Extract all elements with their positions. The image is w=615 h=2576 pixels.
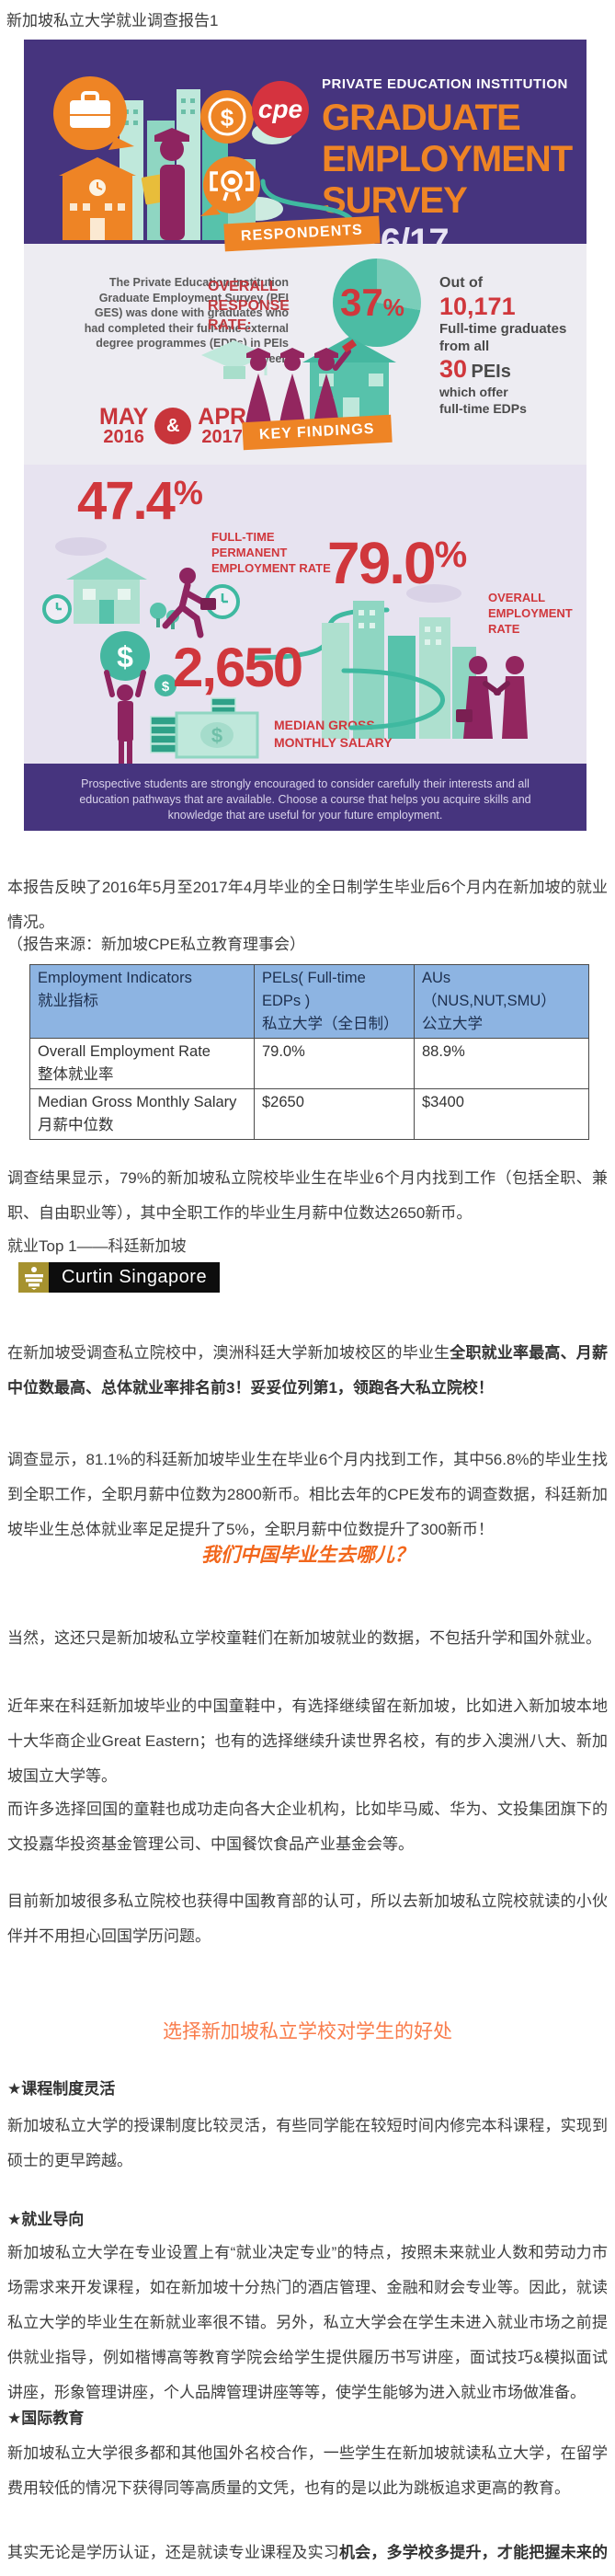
source-note: （报告来源：新加坡CPE私立教育理事会） — [7, 936, 305, 953]
survey-description: The Private Education Institution Gradua… — [84, 276, 289, 365]
commuter-illustration — [42, 537, 240, 638]
city-graduate-illustration: $ — [53, 76, 292, 240]
table-row: Overall Employment Rate 整体就业率 79.0% 88.9% — [29, 1038, 589, 1089]
benefit3-title: ★国际教育 — [7, 2409, 85, 2427]
survey-result-paragraph: 调查结果显示，79%的新加坡私立院校毕业生在毕业6个月内找到工作（包括全职、兼职… — [7, 1169, 608, 1222]
dollar-coin-icon: $ — [200, 90, 254, 144]
response-rate-pie — [333, 259, 421, 347]
median-salary-value: 2,650 — [173, 637, 303, 698]
domestic-only-paragraph: 当然，这还只是新加坡私立学校童鞋们在新加坡就业的数据，不包括升学和国外就业。 — [7, 1629, 601, 1647]
indicator-cell: Overall Employment Rate 整体就业率 — [29, 1038, 255, 1089]
squiggle-connector — [341, 668, 445, 730]
ges-infographic-image[interactable]: $ cpe PRIVATE EDUCATION INSTITUTION GRAD… — [24, 40, 587, 831]
svg-text:$: $ — [117, 640, 133, 673]
svg-text:$: $ — [211, 724, 222, 747]
benefit2-title: ★就业导向 — [7, 2211, 85, 2228]
benefit2-body: 新加坡私立大学在专业设置上有“就业决定专业”的特点，按照未来就业人数和劳动力市场… — [7, 2244, 608, 2401]
value-cell: $2650 — [254, 1088, 415, 1140]
salary-illustration: $ $ $ — [100, 631, 259, 765]
fulltime-permanent-rate: 47.4% — [77, 471, 203, 531]
briefcase-icon — [53, 76, 134, 150]
header-cell: Employment Indicators 就业指标 — [29, 964, 255, 1039]
clock-icon — [42, 594, 72, 624]
table-row: Median Gross Monthly Salary 月薪中位数 $2650 $… — [29, 1088, 589, 1140]
graduate-figures — [245, 339, 358, 431]
ampersand-badge: & — [154, 408, 192, 444]
infographic-header: $ cpe PRIVATE EDUCATION INSTITUTION GRAD… — [24, 40, 587, 262]
curtin-stats-paragraph: 调查显示，81.1%的科廷新加坡毕业生在毕业6个月内找到工作，其中56.8%的毕… — [7, 1451, 608, 1538]
recognition-paragraph: 目前新加坡很多私立院校也获得中国教育部的认可，所以去新加坡私立院校就读的小伙伴并… — [7, 1892, 608, 1945]
survey-period: MAY 2016 & APR 2017 — [99, 404, 247, 447]
school-icon — [59, 157, 136, 240]
certificate-icon — [200, 156, 260, 216]
page-title: 新加坡私立大学就业调查报告1 — [6, 12, 219, 29]
value-cell: 79.0% — [254, 1038, 415, 1089]
handshake-figures — [456, 656, 528, 739]
table-header-row: Employment Indicators 就业指标 PELs( Full-tim… — [29, 964, 589, 1039]
overall-employment-rate: 79.0% — [327, 530, 468, 596]
infographic-footer — [24, 764, 587, 831]
house-icon — [66, 558, 147, 624]
infographic-title-line2: EMPLOYMENT — [322, 139, 573, 179]
overall-response-label: OVERALL RESPONSE RATE: — [208, 279, 290, 333]
curtin-highlight-paragraph: 在新加坡受调查私立院校中，澳洲科廷大学新加坡校区的毕业生全职就业率最高、月薪中位… — [7, 1344, 608, 1397]
svg-text:$: $ — [162, 679, 170, 695]
stay-paragraph: 近年来在科廷新加坡毕业的中国童鞋中，有选择继续留在新加坡，比如进入新加坡本地十大… — [7, 1697, 608, 1785]
benefits-heading: 选择新加坡私立学校对学生的好处 — [163, 2021, 452, 2042]
header-cell: AUs（NUS,NUT,SMU） 公立大学 — [414, 964, 589, 1039]
indicator-cell: Median Gross Monthly Salary 月薪中位数 — [29, 1088, 255, 1140]
curtin-logo[interactable]: Curtin Singapore — [18, 1262, 221, 1293]
where-heading: 我们中国毕业生去哪儿？ — [201, 1545, 414, 1566]
value-cell: 88.9% — [414, 1038, 589, 1089]
employment-table: Employment Indicators 就业指标 PELs( Full-tim… — [29, 964, 589, 1140]
curtin-logo-text: Curtin Singapore — [49, 1262, 221, 1293]
graduate-figure — [141, 128, 189, 240]
infographic-kicker: PRIVATE EDUCATION INSTITUTION — [322, 76, 568, 92]
benefit1-body: 新加坡私立大学的授课制度比较灵活，有些同学能在较短时间内修完本科课程，实现到硕士… — [7, 2117, 608, 2169]
infographic-footer-text: Prospective students are strongly encour… — [79, 777, 531, 822]
respondents-total: Out of 10,171 Full-time graduates from a… — [439, 275, 567, 416]
value-cell: $3400 — [414, 1088, 589, 1140]
money-stack: $ $ — [150, 674, 259, 759]
response-rate-value: 37% — [340, 281, 404, 324]
svg-text:$: $ — [221, 104, 234, 132]
dollar-ball-figure: $ — [100, 631, 150, 765]
intro-paragraph: 本报告反映了2016年5月至2017年4月毕业的全日制学生毕业后6个月内在新加坡… — [7, 879, 608, 931]
overall-employment-label: OVERALL EMPLOYMENT RATE — [488, 591, 573, 636]
header-cell: PELs( Full-time EDPs ) 私立大学（全日制） — [254, 964, 415, 1039]
cpe-logo: cpe — [252, 81, 309, 138]
closing-paragraph: 其实无论是学历认证，还是就读专业课程及实习机会，多学校多提升，才能把握未来的就业… — [7, 2544, 609, 2561]
top1-heading: 就业Top 1——科廷新加坡 — [7, 1237, 187, 1255]
curtin-crest-icon — [18, 1262, 49, 1293]
infographic-title-line1: GRADUATE — [322, 98, 521, 138]
fulltime-permanent-label: FULL-TIME PERMANENT EMPLOYMENT RATE — [211, 530, 331, 575]
return-paragraph: 而许多选择回国的童鞋也成功走向各大企业机构，比如毕马威、华为、文投集团旗下的文投… — [7, 1800, 608, 1853]
benefit3-body: 新加坡私立大学很多都和其他国外名校合作，一些学生在新加坡就读私立大学，在留学费用… — [7, 2444, 608, 2497]
running-figure — [162, 568, 206, 638]
benefit1-title: ★课程制度灵活 — [7, 2080, 116, 2098]
